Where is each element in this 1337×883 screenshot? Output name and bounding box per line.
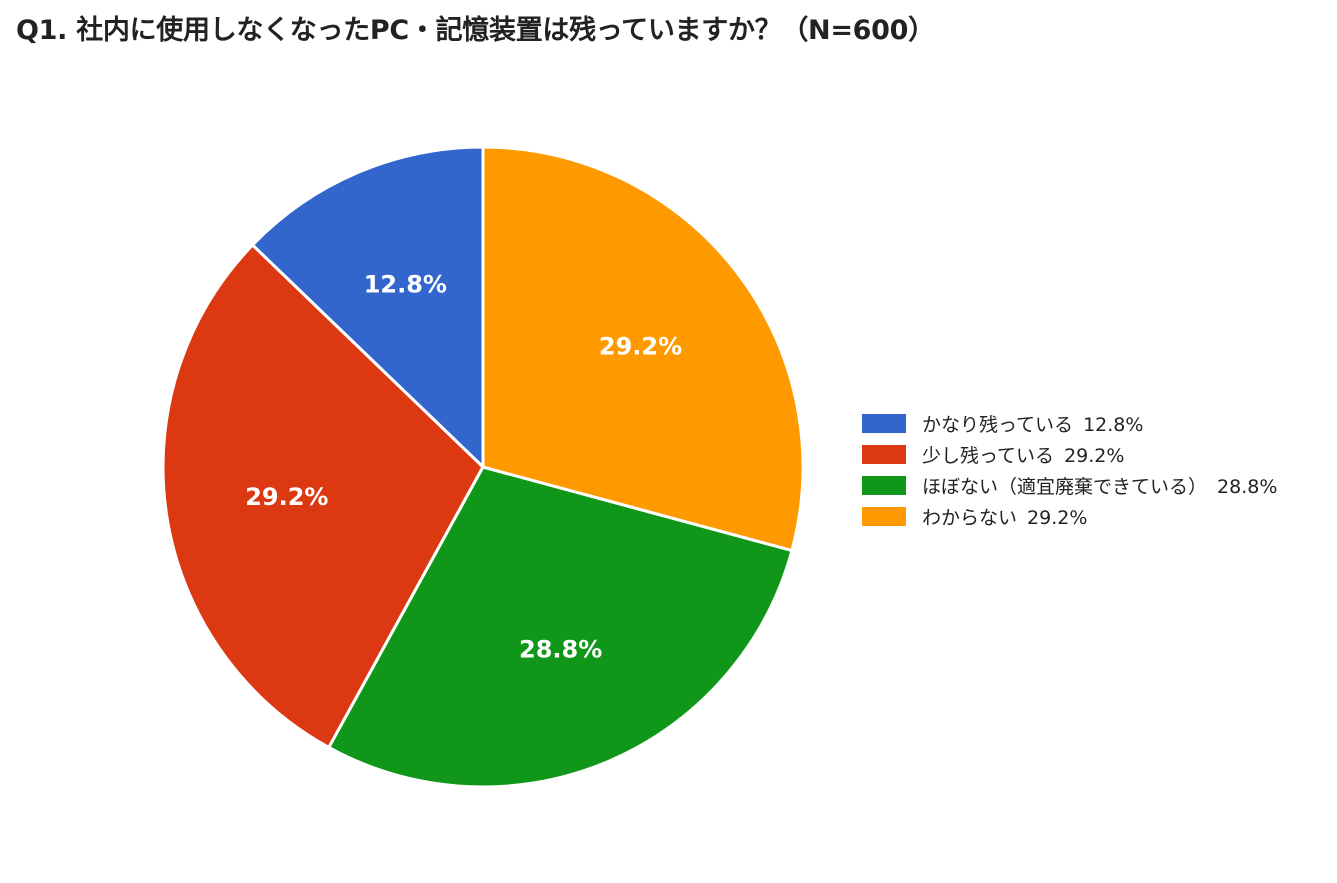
legend-name-0: かなり残っている bbox=[922, 414, 1074, 436]
pie-slice-3 bbox=[481, 145, 805, 552]
legend-swatch-3 bbox=[862, 507, 906, 526]
chart-title: Q1. 社内に使用しなくなったPC・記憶装置は残っていますか？（N=600） bbox=[16, 15, 935, 46]
legend-label-1: 少し残っている 29.2% bbox=[922, 441, 1134, 468]
legend-item-2: ほぼない（適宜廃棄できている） 28.8% bbox=[862, 470, 1287, 501]
legend-label-0: かなり残っている 12.8% bbox=[922, 410, 1153, 437]
legend-item-0: かなり残っている 12.8% bbox=[862, 408, 1287, 439]
legend-label-3: わからない 29.2% bbox=[922, 503, 1097, 530]
legend-name-1: 少し残っている bbox=[922, 445, 1055, 467]
legend: かなり残っている 12.8% 少し残っている 29.2% ほぼない（適宜廃棄できている）… bbox=[862, 408, 1287, 532]
legend-name-2: ほぼない（適宜廃棄できている） bbox=[922, 476, 1208, 498]
legend-item-1: 少し残っている 29.2% bbox=[862, 439, 1287, 470]
slice-value-label-1: 29.2% bbox=[245, 483, 328, 511]
legend-item-3: わからない 29.2% bbox=[862, 501, 1287, 532]
legend-label-2: ほぼない（適宜廃棄できている） 28.8% bbox=[922, 472, 1287, 499]
legend-swatch-0 bbox=[862, 414, 906, 433]
pie-slice-1 bbox=[161, 243, 485, 749]
legend-value-2: 28.8% bbox=[1217, 476, 1278, 498]
pie-slice-2 bbox=[327, 465, 794, 789]
pie-slice-0 bbox=[251, 145, 485, 469]
slice-value-label-2: 28.8% bbox=[519, 636, 602, 664]
slice-value-label-3: 29.2% bbox=[599, 332, 682, 360]
legend-swatch-2 bbox=[862, 476, 906, 495]
legend-value-0: 12.8% bbox=[1083, 414, 1144, 436]
legend-value-1: 29.2% bbox=[1064, 445, 1125, 467]
slice-value-label-0: 12.8% bbox=[364, 270, 447, 298]
legend-swatch-1 bbox=[862, 445, 906, 464]
legend-name-3: わからない bbox=[922, 507, 1018, 529]
legend-value-3: 29.2% bbox=[1027, 507, 1088, 529]
